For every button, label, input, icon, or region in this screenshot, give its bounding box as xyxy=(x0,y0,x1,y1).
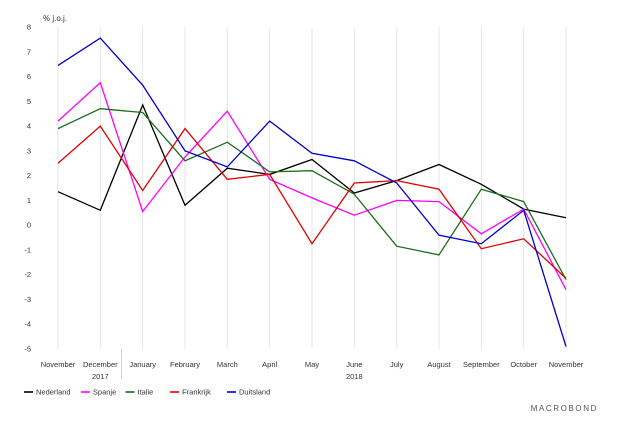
y-tick-label: -3 xyxy=(24,295,31,304)
y-tick-label: 3 xyxy=(27,146,31,155)
y-tick-label: 5 xyxy=(27,97,31,106)
x-tick-label: May xyxy=(305,360,319,369)
series-lines xyxy=(57,37,567,347)
legend-label-nederland: Nederland xyxy=(36,388,71,397)
x-tick-label: April xyxy=(262,360,277,369)
y-tick-label: 6 xyxy=(27,72,31,81)
axes: 8 7 6 5 4 3 2 1 0 -1 -2 -3 -4 -5 November December Janua… xyxy=(24,23,583,382)
legend-label-duitsland: Duitsland xyxy=(239,388,270,397)
x-tick-label: March xyxy=(217,360,238,369)
y-tick-label: 4 xyxy=(27,122,31,131)
y-tick-label: 0 xyxy=(27,221,31,230)
x-tick-label: November xyxy=(549,360,584,369)
x-tick-label: August xyxy=(427,360,451,369)
series-line-frankrijk xyxy=(57,125,567,279)
x-tick-label: December xyxy=(83,360,118,369)
y-tick-label: 8 xyxy=(27,23,31,32)
y-tick-label: -2 xyxy=(24,270,31,279)
x-tick-label: October xyxy=(510,360,537,369)
grid xyxy=(57,27,567,349)
x-tick-label: June xyxy=(346,360,362,369)
series-line-italie xyxy=(57,108,567,280)
legend-label-frankrijk: Frankrijk xyxy=(182,388,211,397)
x-tick-label: July xyxy=(390,360,404,369)
y-tick-label: -1 xyxy=(24,245,31,254)
y-tick-label: 2 xyxy=(27,171,31,180)
year-label: 2017 xyxy=(92,372,109,381)
series-line-nederland xyxy=(57,103,567,219)
legend-label-spanje: Spanje xyxy=(93,388,116,397)
x-tick-label: September xyxy=(463,360,500,369)
series-line-spanje xyxy=(57,81,567,290)
macrobond-logo: MACROBOND xyxy=(531,404,598,413)
year-label: 2018 xyxy=(346,372,363,381)
y-tick-label: -4 xyxy=(24,320,31,329)
x-tick-label: January xyxy=(129,360,156,369)
legend-label-italie: Italie xyxy=(138,388,154,397)
x-tick-label: February xyxy=(170,360,200,369)
y-tick-label: 1 xyxy=(27,196,31,205)
y-axis-label: % j.o.j. xyxy=(43,14,67,23)
y-tick-label: -5 xyxy=(24,345,31,354)
x-tick-label: November xyxy=(41,360,76,369)
legend: Nederland Spanje Italie Frankrijk Duitsland xyxy=(24,388,270,397)
y-tick-label: 7 xyxy=(27,47,31,56)
series-line-duitsland xyxy=(57,37,567,347)
